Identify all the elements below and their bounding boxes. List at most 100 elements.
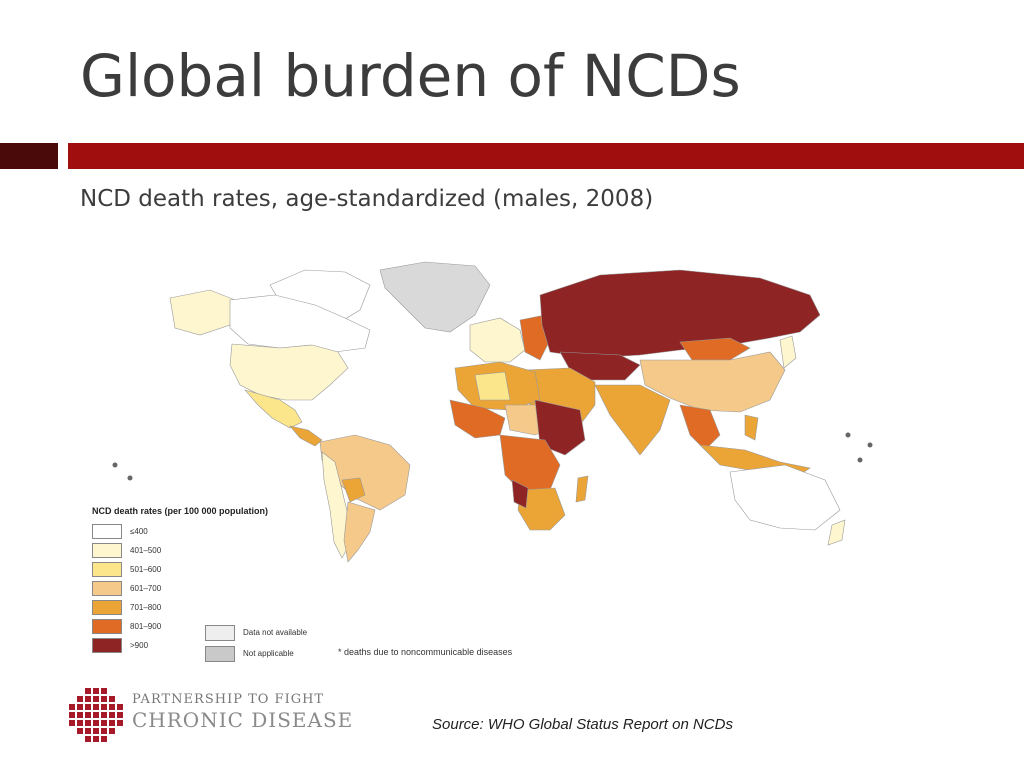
- region-japan: [779, 335, 797, 369]
- logo-square: [69, 712, 75, 718]
- region-mongolia: [679, 337, 751, 361]
- logo-square: [77, 728, 83, 734]
- legend-extra-item: Data not available: [205, 622, 307, 643]
- logo-square: [93, 720, 99, 726]
- legend-label: 801–900: [130, 622, 162, 631]
- logo-square: [85, 728, 91, 734]
- region-southern-cone: [343, 501, 376, 563]
- region-bolivia: [341, 477, 366, 503]
- logo-square: [77, 712, 83, 718]
- island-dot: [857, 457, 863, 463]
- logo-square: [85, 696, 91, 702]
- region-canada: [229, 294, 371, 353]
- legend-extra-label: Data not available: [243, 628, 308, 637]
- region-australia: [729, 464, 841, 531]
- region-china: [639, 351, 786, 413]
- legend-item: 601–700: [92, 579, 268, 598]
- legend-swatch: [92, 581, 122, 596]
- title-rule: [68, 143, 1024, 169]
- logo-square: [101, 728, 107, 734]
- map-legend: NCD death rates (per 100 000 population)…: [92, 506, 268, 655]
- pfcd-logo-icon: [69, 688, 123, 742]
- legend-extra-item: Not applicable: [205, 643, 307, 664]
- legend-extra-swatch: [205, 624, 235, 641]
- logo-square: [101, 696, 107, 702]
- region-namibia: [511, 479, 529, 509]
- legend-label: 601–700: [130, 584, 162, 593]
- legend-label: 401–500: [130, 546, 162, 555]
- logo-square: [117, 720, 123, 726]
- region-southeast-asia: [679, 404, 721, 451]
- legend-extra-label: Not applicable: [243, 649, 294, 658]
- logo-square: [85, 720, 91, 726]
- org-name-line1: PARTNERSHIP TO FIGHT: [132, 692, 325, 707]
- logo-square: [93, 728, 99, 734]
- island-dot: [845, 432, 851, 438]
- legend-extra: Data not available Not applicable: [205, 622, 307, 664]
- legend-extra-items: Data not available Not applicable: [205, 622, 307, 664]
- region-western-europe: [469, 317, 526, 363]
- region-madagascar: [575, 475, 589, 503]
- logo-square: [93, 712, 99, 718]
- region-philippines: [744, 414, 759, 441]
- legend-swatch: [92, 524, 122, 539]
- legend-item: 701–800: [92, 598, 268, 617]
- logo-square: [109, 728, 115, 734]
- logo-square: [85, 704, 91, 710]
- legend-items: ≤400 401–500 501–600 601–700 701–800 801–900 >…: [92, 522, 268, 655]
- region-central-america: [289, 425, 323, 447]
- logo-square: [101, 704, 107, 710]
- legend-item: 801–900: [92, 617, 268, 636]
- logo-square: [69, 720, 75, 726]
- legend-item: 501–600: [92, 560, 268, 579]
- legend-item: 401–500: [92, 541, 268, 560]
- logo-square: [101, 712, 107, 718]
- region-new-zealand: [827, 519, 846, 546]
- logo-square: [85, 736, 91, 742]
- logo-square: [117, 712, 123, 718]
- logo-square: [109, 720, 115, 726]
- island-dot: [127, 475, 133, 481]
- legend-swatch: [92, 562, 122, 577]
- legend-swatch: [92, 619, 122, 634]
- region-usa: [229, 343, 349, 401]
- logo-square: [101, 688, 107, 694]
- region-south-asia: [594, 384, 671, 456]
- legend-title: NCD death rates (per 100 000 population): [92, 506, 269, 516]
- legend-label: >900: [130, 641, 149, 650]
- logo-square: [77, 720, 83, 726]
- world-map: [112, 261, 873, 563]
- logo-square: [109, 704, 115, 710]
- legend-item: ≤400: [92, 522, 268, 541]
- island-dot: [867, 442, 873, 448]
- legend-footnote: * deaths due to noncommunicable diseases: [338, 647, 513, 657]
- logo-square: [69, 704, 75, 710]
- logo-square: [77, 704, 83, 710]
- legend-swatch: [92, 638, 122, 653]
- logo-square: [93, 736, 99, 742]
- island-dot: [112, 462, 118, 468]
- title-rule-left: [0, 143, 58, 169]
- region-mexico: [244, 389, 303, 429]
- legend-label: 501–600: [130, 565, 162, 574]
- logo-square: [117, 704, 123, 710]
- logo-square: [85, 712, 91, 718]
- logo-square: [93, 696, 99, 702]
- legend-swatch: [92, 543, 122, 558]
- logo-square: [93, 704, 99, 710]
- slide-title: Global burden of NCDs: [80, 42, 741, 110]
- region-greenland: [379, 261, 491, 333]
- logo-square: [101, 720, 107, 726]
- logo-square: [109, 712, 115, 718]
- logo-square: [109, 696, 115, 702]
- region-southern-africa: [517, 487, 566, 531]
- legend-item: >900: [92, 636, 268, 655]
- region-east-africa: [534, 399, 586, 456]
- source-citation: Source: WHO Global Status Report on NCDs: [432, 716, 733, 733]
- region-alaska: [169, 289, 236, 336]
- logo-square: [93, 688, 99, 694]
- region-algeria: [474, 371, 511, 401]
- legend-extra-swatch: [205, 645, 235, 662]
- legend-label: 701–800: [130, 603, 162, 612]
- logo-square: [77, 696, 83, 702]
